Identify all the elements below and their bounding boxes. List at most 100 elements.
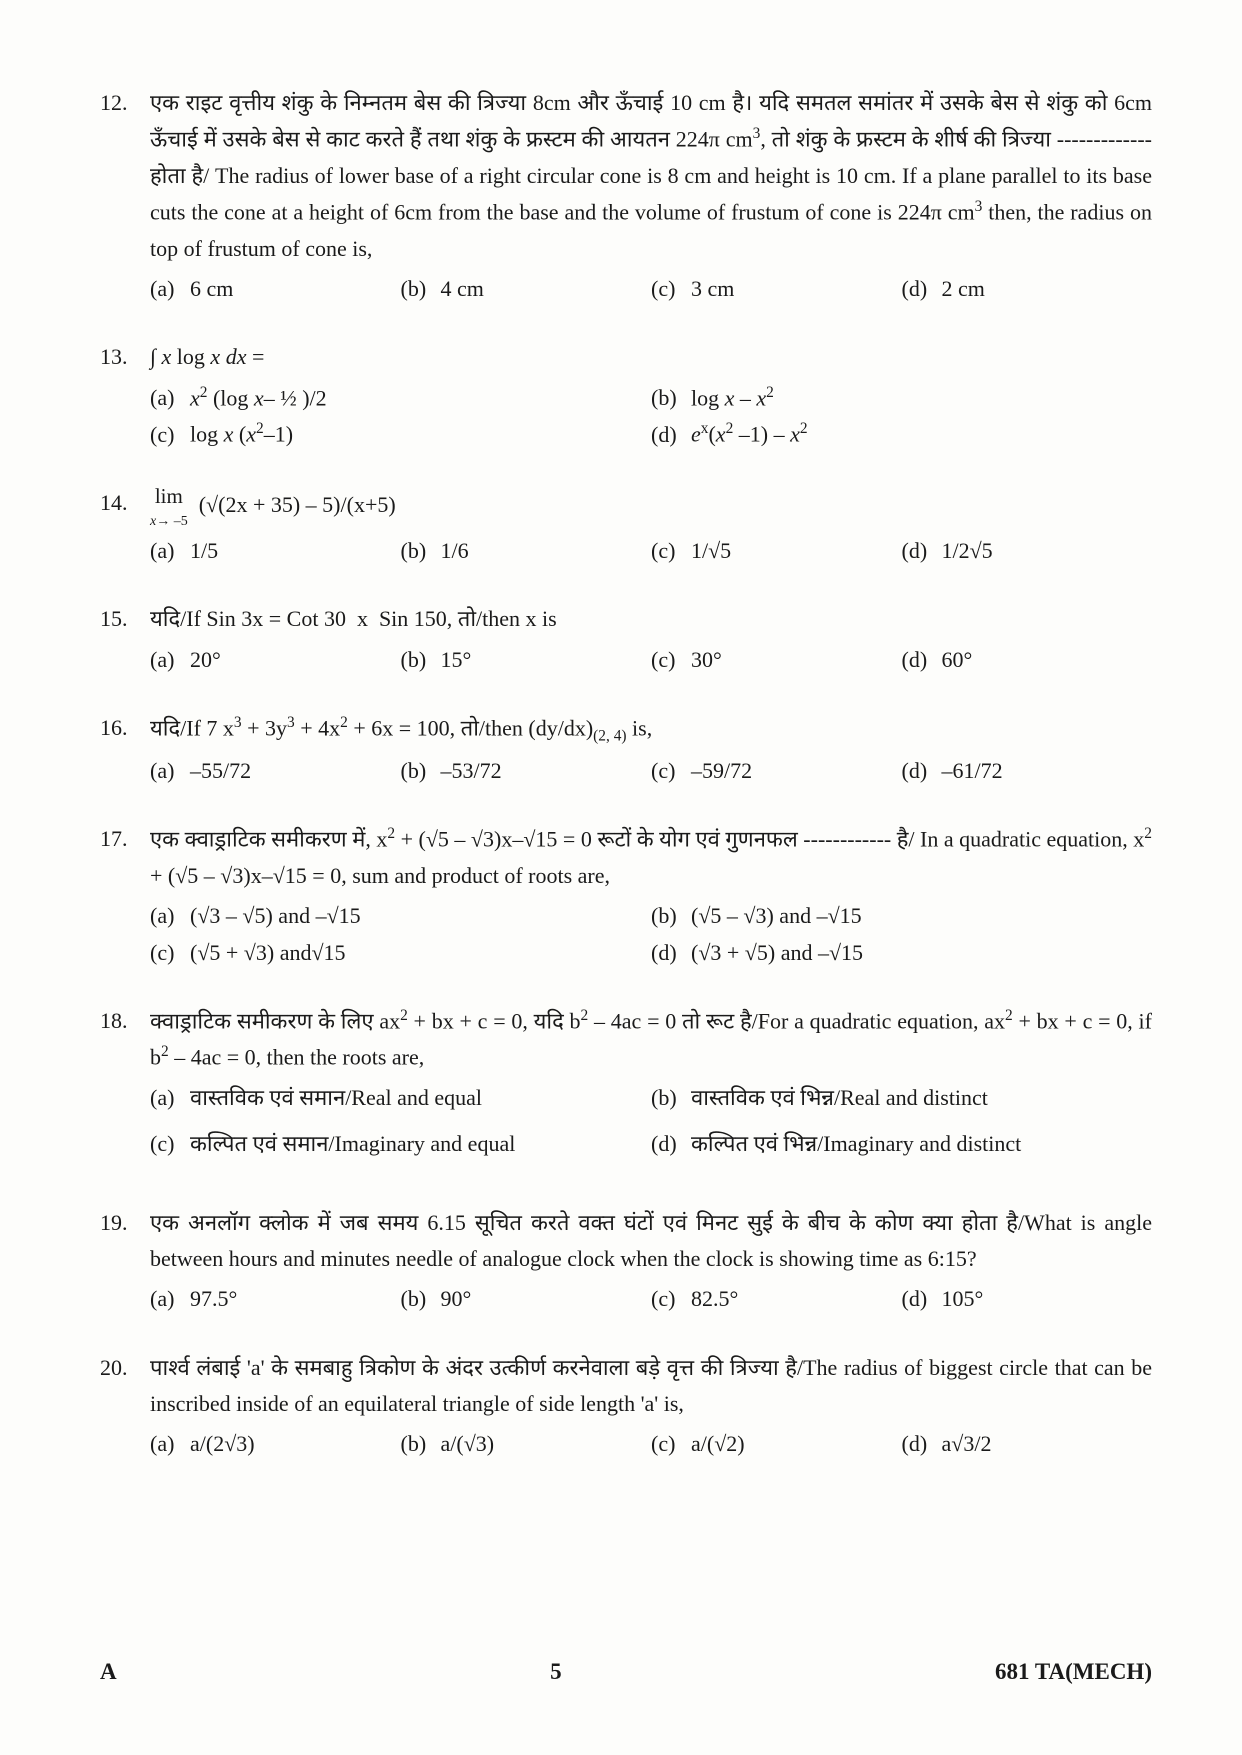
question-text: limx→ –5 (√(2x + 35) – 5)/(x+5) [150,485,1152,529]
option-value: 1/√5 [691,533,731,569]
option: (b)a/(√3) [401,1426,652,1462]
option-label: (d) [651,417,691,453]
question: 20.पार्श्व लंबाई 'a' के समबाहु त्रिकोण क… [100,1350,1152,1463]
question: 13.∫ x log x dx = (a)x2 (log x– ½ )/2(b)l… [100,339,1152,453]
option-label: (a) [150,1281,190,1317]
option: (b)वास्तविक एवं भिन्न/Real and distinct [651,1080,1152,1116]
option: (a)x2 (log x– ½ )/2 [150,380,651,417]
option: (a)–55/72 [150,753,401,789]
option-value: x2 (log x– ½ )/2 [190,380,327,417]
option-label: (c) [150,1126,190,1162]
option-value: 60° [942,642,973,678]
option-label: (c) [651,642,691,678]
option-value: वास्तविक एवं समान/Real and equal [190,1080,482,1116]
option-label: (a) [150,898,190,934]
option-value: (√3 + √5) and –√15 [691,935,863,971]
option-value: 2 cm [942,271,985,307]
option: (b)90° [401,1281,652,1317]
option-value: 90° [441,1281,472,1317]
options: (a)a/(2√3)(b)a/(√3)(c)a/(√2)(d)a√3/2 [150,1426,1152,1462]
option: (d)ex(x2 –1) – x2 [651,416,1152,453]
option-label: (d) [902,642,942,678]
question-number: 12. [100,85,150,121]
option-label: (c) [651,271,691,307]
option-value: 6 cm [190,271,233,307]
option: (d)105° [902,1281,1153,1317]
option-label: (b) [401,271,441,307]
option-label: (a) [150,271,190,307]
options: (a)वास्तविक एवं समान/Real and equal(b)वा… [150,1080,1152,1173]
option: (b)–53/72 [401,753,652,789]
option-value: a/(√3) [441,1426,495,1462]
option-label: (b) [401,1281,441,1317]
option-label: (d) [902,271,942,307]
question-number: 15. [100,601,150,637]
option-value: 97.5° [190,1281,237,1317]
question-text: यदि/If Sin 3x = Cot 30 x Sin 150, तो/the… [150,601,1152,637]
option-value: 1/5 [190,533,218,569]
option-label: (a) [150,753,190,789]
option-label: (b) [401,1426,441,1462]
options: (a)(√3 – √5) and –√15(b)(√5 – √3) and –√… [150,898,1152,971]
option: (a)20° [150,642,401,678]
option: (c)30° [651,642,902,678]
option: (c)1/√5 [651,533,902,569]
option-label: (a) [150,1080,190,1116]
option-value: (√5 + √3) and√15 [190,935,346,971]
option-value: 1/2√5 [942,533,993,569]
question: 15.यदि/If Sin 3x = Cot 30 x Sin 150, तो/… [100,601,1152,678]
option-value: 15° [441,642,472,678]
option-label: (c) [150,417,190,453]
question-number: 19. [100,1205,150,1241]
exam-page: 12.एक राइट वृत्तीय शंकु के निम्नतम बेस क… [0,0,1242,1755]
option-value: 20° [190,642,221,678]
option-label: (d) [902,753,942,789]
option-label: (a) [150,642,190,678]
footer-left: A [100,1659,117,1685]
option: (c)–59/72 [651,753,902,789]
option: (d)(√3 + √5) and –√15 [651,935,1152,971]
option: (a)(√3 – √5) and –√15 [150,898,651,934]
option: (d)–61/72 [902,753,1153,789]
options: (a)6 cm(b)4 cm(c)3 cm(d)2 cm [150,271,1152,307]
question-number: 13. [100,339,150,375]
option-label: (b) [651,1080,691,1116]
option-label: (d) [902,1426,942,1462]
option-value: 1/6 [441,533,469,569]
option-value: log x – x2 [691,380,774,417]
question-number: 18. [100,1003,150,1039]
option-value: 30° [691,642,722,678]
question-number: 16. [100,710,150,746]
option: (a)a/(2√3) [150,1426,401,1462]
option: (d)60° [902,642,1153,678]
option: (c)3 cm [651,271,902,307]
option-label: (d) [651,1126,691,1162]
option: (d)कल्पित एवं भिन्न/Imaginary and distin… [651,1126,1152,1162]
option: (a)1/5 [150,533,401,569]
footer-center: 5 [550,1659,562,1685]
option: (c)82.5° [651,1281,902,1317]
option-value: –59/72 [691,753,752,789]
option: (b)log x – x2 [651,380,1152,417]
option-value: log x (x2–1) [190,416,293,453]
option-label: (c) [651,1281,691,1317]
question-text: ∫ x log x dx = [150,339,1152,375]
question: 14.limx→ –5 (√(2x + 35) – 5)/(x+5) (a)1/5… [100,485,1152,569]
option-value: 105° [942,1281,984,1317]
page-footer: A 5 681 TA(MECH) [100,1659,1152,1685]
option-label: (a) [150,533,190,569]
question-text: एक राइट वृत्तीय शंकु के निम्नतम बेस की त… [150,85,1152,267]
option-value: (√3 – √5) and –√15 [190,898,361,934]
option: (c)a/(√2) [651,1426,902,1462]
option: (c)कल्पित एवं समान/Imaginary and equal [150,1126,651,1162]
option-label: (d) [651,935,691,971]
option-value: 82.5° [691,1281,738,1317]
option-label: (c) [150,935,190,971]
option: (a)वास्तविक एवं समान/Real and equal [150,1080,651,1116]
question-number: 20. [100,1350,150,1386]
option-value: –53/72 [441,753,502,789]
option-value: कल्पित एवं समान/Imaginary and equal [190,1126,515,1162]
question: 16.यदि/If 7 x3 + 3y3 + 4x2 + 6x = 100, त… [100,710,1152,789]
question-number: 14. [100,485,150,521]
option-label: (c) [651,533,691,569]
